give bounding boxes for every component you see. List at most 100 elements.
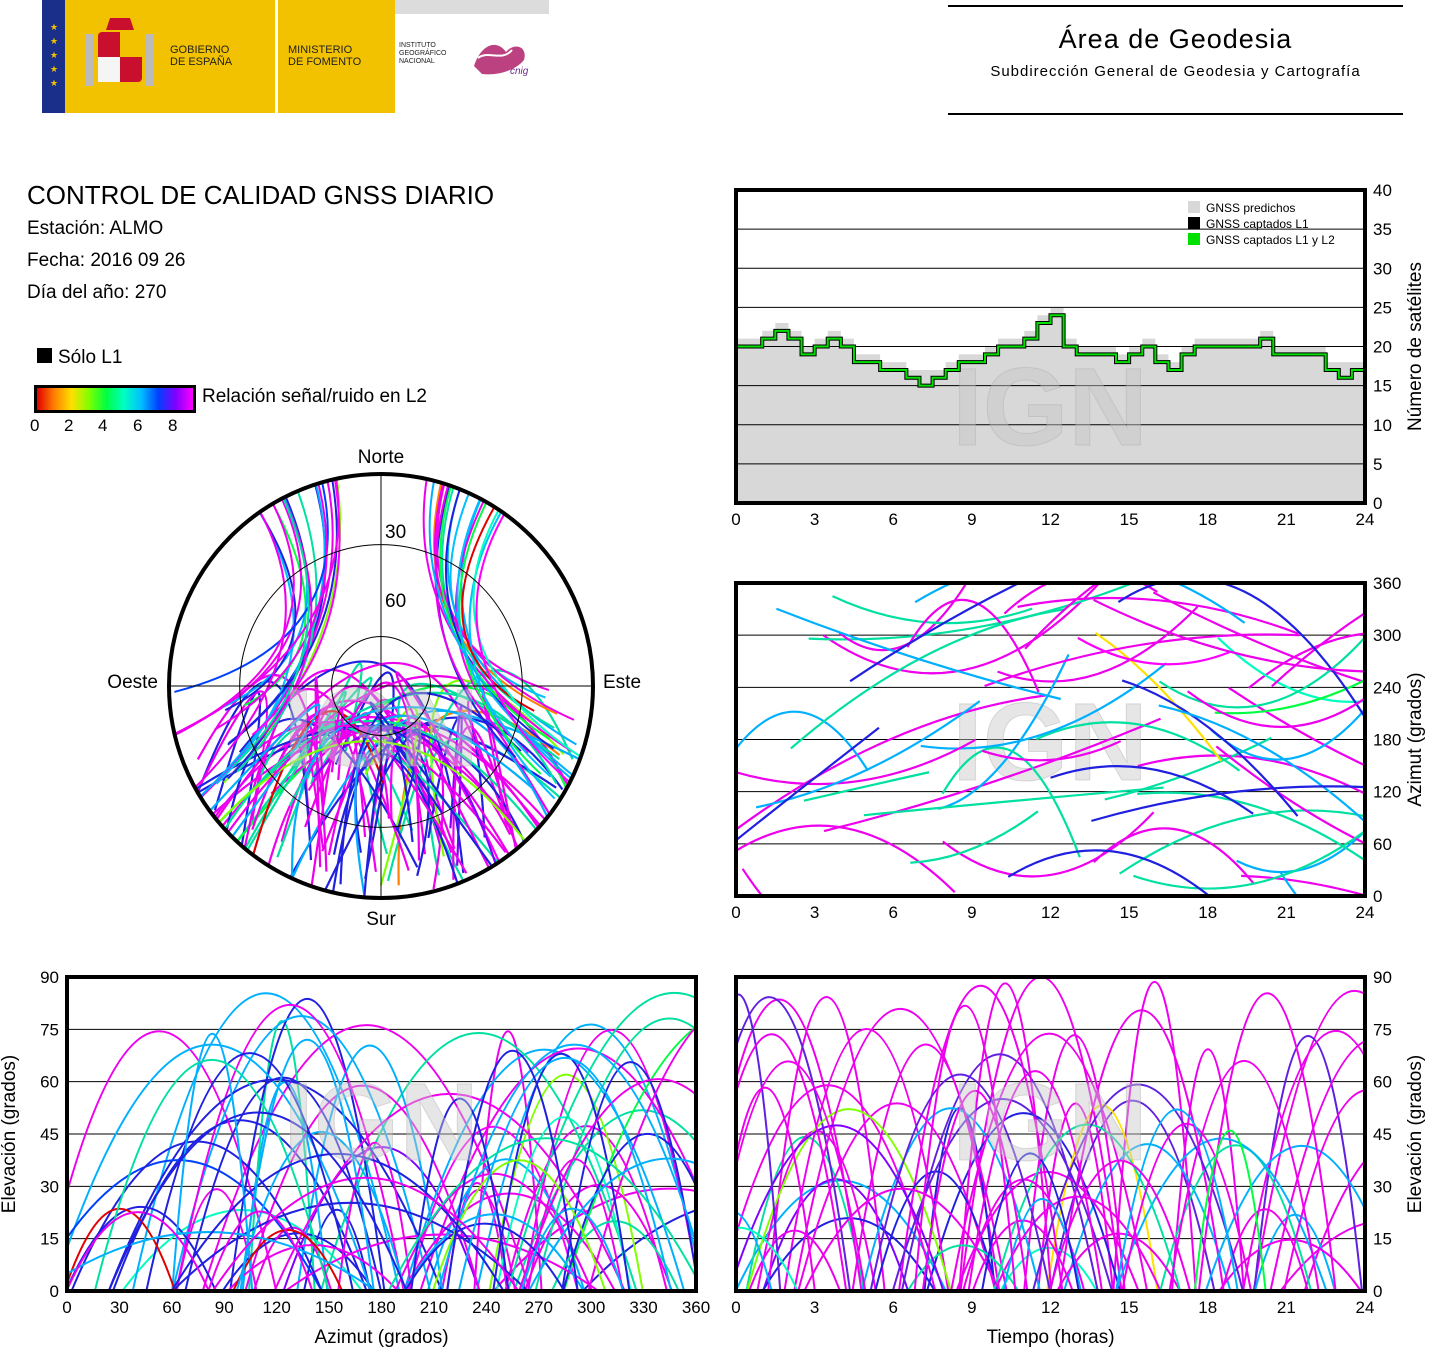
elevation-track xyxy=(900,1053,1099,1291)
azimuth-track xyxy=(1187,690,1365,728)
elevation-track xyxy=(404,1222,566,1291)
azimuth-track xyxy=(1137,754,1365,795)
y-axis-label: Elevación (grados) xyxy=(1405,1055,1426,1213)
azimuth-track xyxy=(755,700,981,809)
x-tick-label: 3 xyxy=(810,903,819,922)
sky-track xyxy=(445,477,555,750)
y-tick-label: 25 xyxy=(1373,298,1392,317)
y-tick-label: 5 xyxy=(1373,455,1382,474)
x-tick-label: 18 xyxy=(1198,903,1217,922)
y-tick-label: 15 xyxy=(1373,1230,1392,1249)
north-label: Norte xyxy=(358,447,404,468)
sky-track xyxy=(434,477,513,743)
azimuth-track xyxy=(938,654,1070,810)
azimuth-track xyxy=(736,694,1046,831)
sky-track xyxy=(251,478,341,736)
y-tick-label: 120 xyxy=(1373,783,1401,802)
sky-track xyxy=(306,685,442,846)
colorbar-tick: 6 xyxy=(133,416,143,435)
y-axis-label: Elevación (grados) xyxy=(0,1055,20,1213)
y-tick-label: 0 xyxy=(1373,1282,1382,1301)
elevation-track xyxy=(1171,1048,1245,1291)
x-tick-label: 0 xyxy=(731,510,740,529)
elevation-track xyxy=(1252,989,1365,1291)
elevation-track xyxy=(736,998,863,1291)
sky-track xyxy=(291,706,584,877)
elevation-track xyxy=(797,1102,997,1291)
x-tick-label: 150 xyxy=(315,1298,343,1317)
x-tick-label: 9 xyxy=(967,903,976,922)
azimuth-track xyxy=(849,583,1022,683)
y-axis-label: Número de satélites xyxy=(1405,262,1426,431)
azimuth-track xyxy=(736,739,976,786)
azimuth-track xyxy=(1158,635,1365,709)
legend-label: GNSS captados L1 y L2 xyxy=(1206,233,1335,247)
x-tick-label: 6 xyxy=(889,1298,898,1317)
sky-track xyxy=(369,701,493,867)
elevation-track xyxy=(803,1187,1001,1291)
azimuth-track xyxy=(910,810,1039,864)
y-tick-label: 360 xyxy=(1373,574,1401,593)
elevation-track xyxy=(403,1048,686,1291)
azimuth-track xyxy=(822,583,1101,675)
elevation-track xyxy=(1115,1137,1328,1291)
elevation-track xyxy=(967,1070,1103,1291)
x-axis-label: Tiempo (horas) xyxy=(986,1327,1114,1348)
elevation-track xyxy=(407,1126,579,1291)
station-label: Estación: ALMO xyxy=(27,218,164,239)
l1-only-label: Sólo L1 xyxy=(58,347,123,368)
sky-track xyxy=(312,726,502,878)
y-tick-label: 45 xyxy=(40,1125,59,1144)
sky-track xyxy=(194,703,321,864)
ring-label: 30 xyxy=(385,522,406,543)
x-tick-label: 330 xyxy=(629,1298,657,1317)
date-label: Fecha: 2016 09 26 xyxy=(27,250,186,271)
azimuth-track xyxy=(1271,611,1365,688)
x-tick-label: 24 xyxy=(1356,903,1375,922)
sky-track xyxy=(251,687,410,871)
y-tick-label: 180 xyxy=(1373,731,1401,750)
report-title: CONTROL DE CALIDAD GNSS DIARIO xyxy=(27,180,495,210)
elevation-track xyxy=(898,984,1064,1291)
azimuth-track xyxy=(1035,721,1241,772)
elevation-track xyxy=(145,1052,354,1291)
azimuth-track xyxy=(981,740,1122,762)
x-tick-label: 9 xyxy=(967,510,976,529)
y-tick-label: 0 xyxy=(50,1282,59,1301)
elevation-track xyxy=(562,1133,696,1291)
elevation-track xyxy=(582,1209,696,1291)
y-tick-label: 300 xyxy=(1373,626,1401,645)
elevation-track xyxy=(1279,1222,1365,1291)
y-tick-label: 30 xyxy=(40,1177,59,1196)
azimuth-track xyxy=(1119,809,1365,875)
elevation-track xyxy=(906,1244,1020,1291)
plot-frame xyxy=(65,975,698,1293)
elevation-track xyxy=(337,1142,413,1291)
y-tick-label: 30 xyxy=(1373,259,1392,278)
sky-track xyxy=(439,477,550,741)
spain-flag-strip xyxy=(42,0,65,113)
elevation-track xyxy=(67,1159,323,1291)
elevation-track xyxy=(1121,1123,1253,1291)
azimuth-track xyxy=(1228,686,1365,767)
azimuth-track xyxy=(1077,636,1231,666)
elevation-track xyxy=(387,1137,696,1291)
elevation-track xyxy=(402,1213,585,1291)
x-tick-label: 300 xyxy=(577,1298,605,1317)
elevation-track xyxy=(1023,1034,1126,1291)
y-tick-label: 45 xyxy=(1373,1125,1392,1144)
cnig-text: cnig xyxy=(510,66,529,77)
elevation-track xyxy=(736,1211,773,1291)
gobierno-text: GOBIERNO DE ESPAÑA xyxy=(170,44,233,68)
legend-label: GNSS predichos xyxy=(1206,201,1295,215)
plot-frame xyxy=(734,581,1367,898)
azimuth-track xyxy=(1104,736,1272,801)
elevation-track xyxy=(446,1050,579,1291)
elevation-track xyxy=(493,1187,696,1291)
y-tick-label: 30 xyxy=(1373,1177,1392,1196)
azimuth-track xyxy=(1241,874,1365,896)
ministerio-logo xyxy=(278,0,395,113)
colorbar-tick: 4 xyxy=(98,416,108,435)
x-tick-label: 24 xyxy=(1356,510,1375,529)
x-tick-label: 60 xyxy=(162,1298,181,1317)
